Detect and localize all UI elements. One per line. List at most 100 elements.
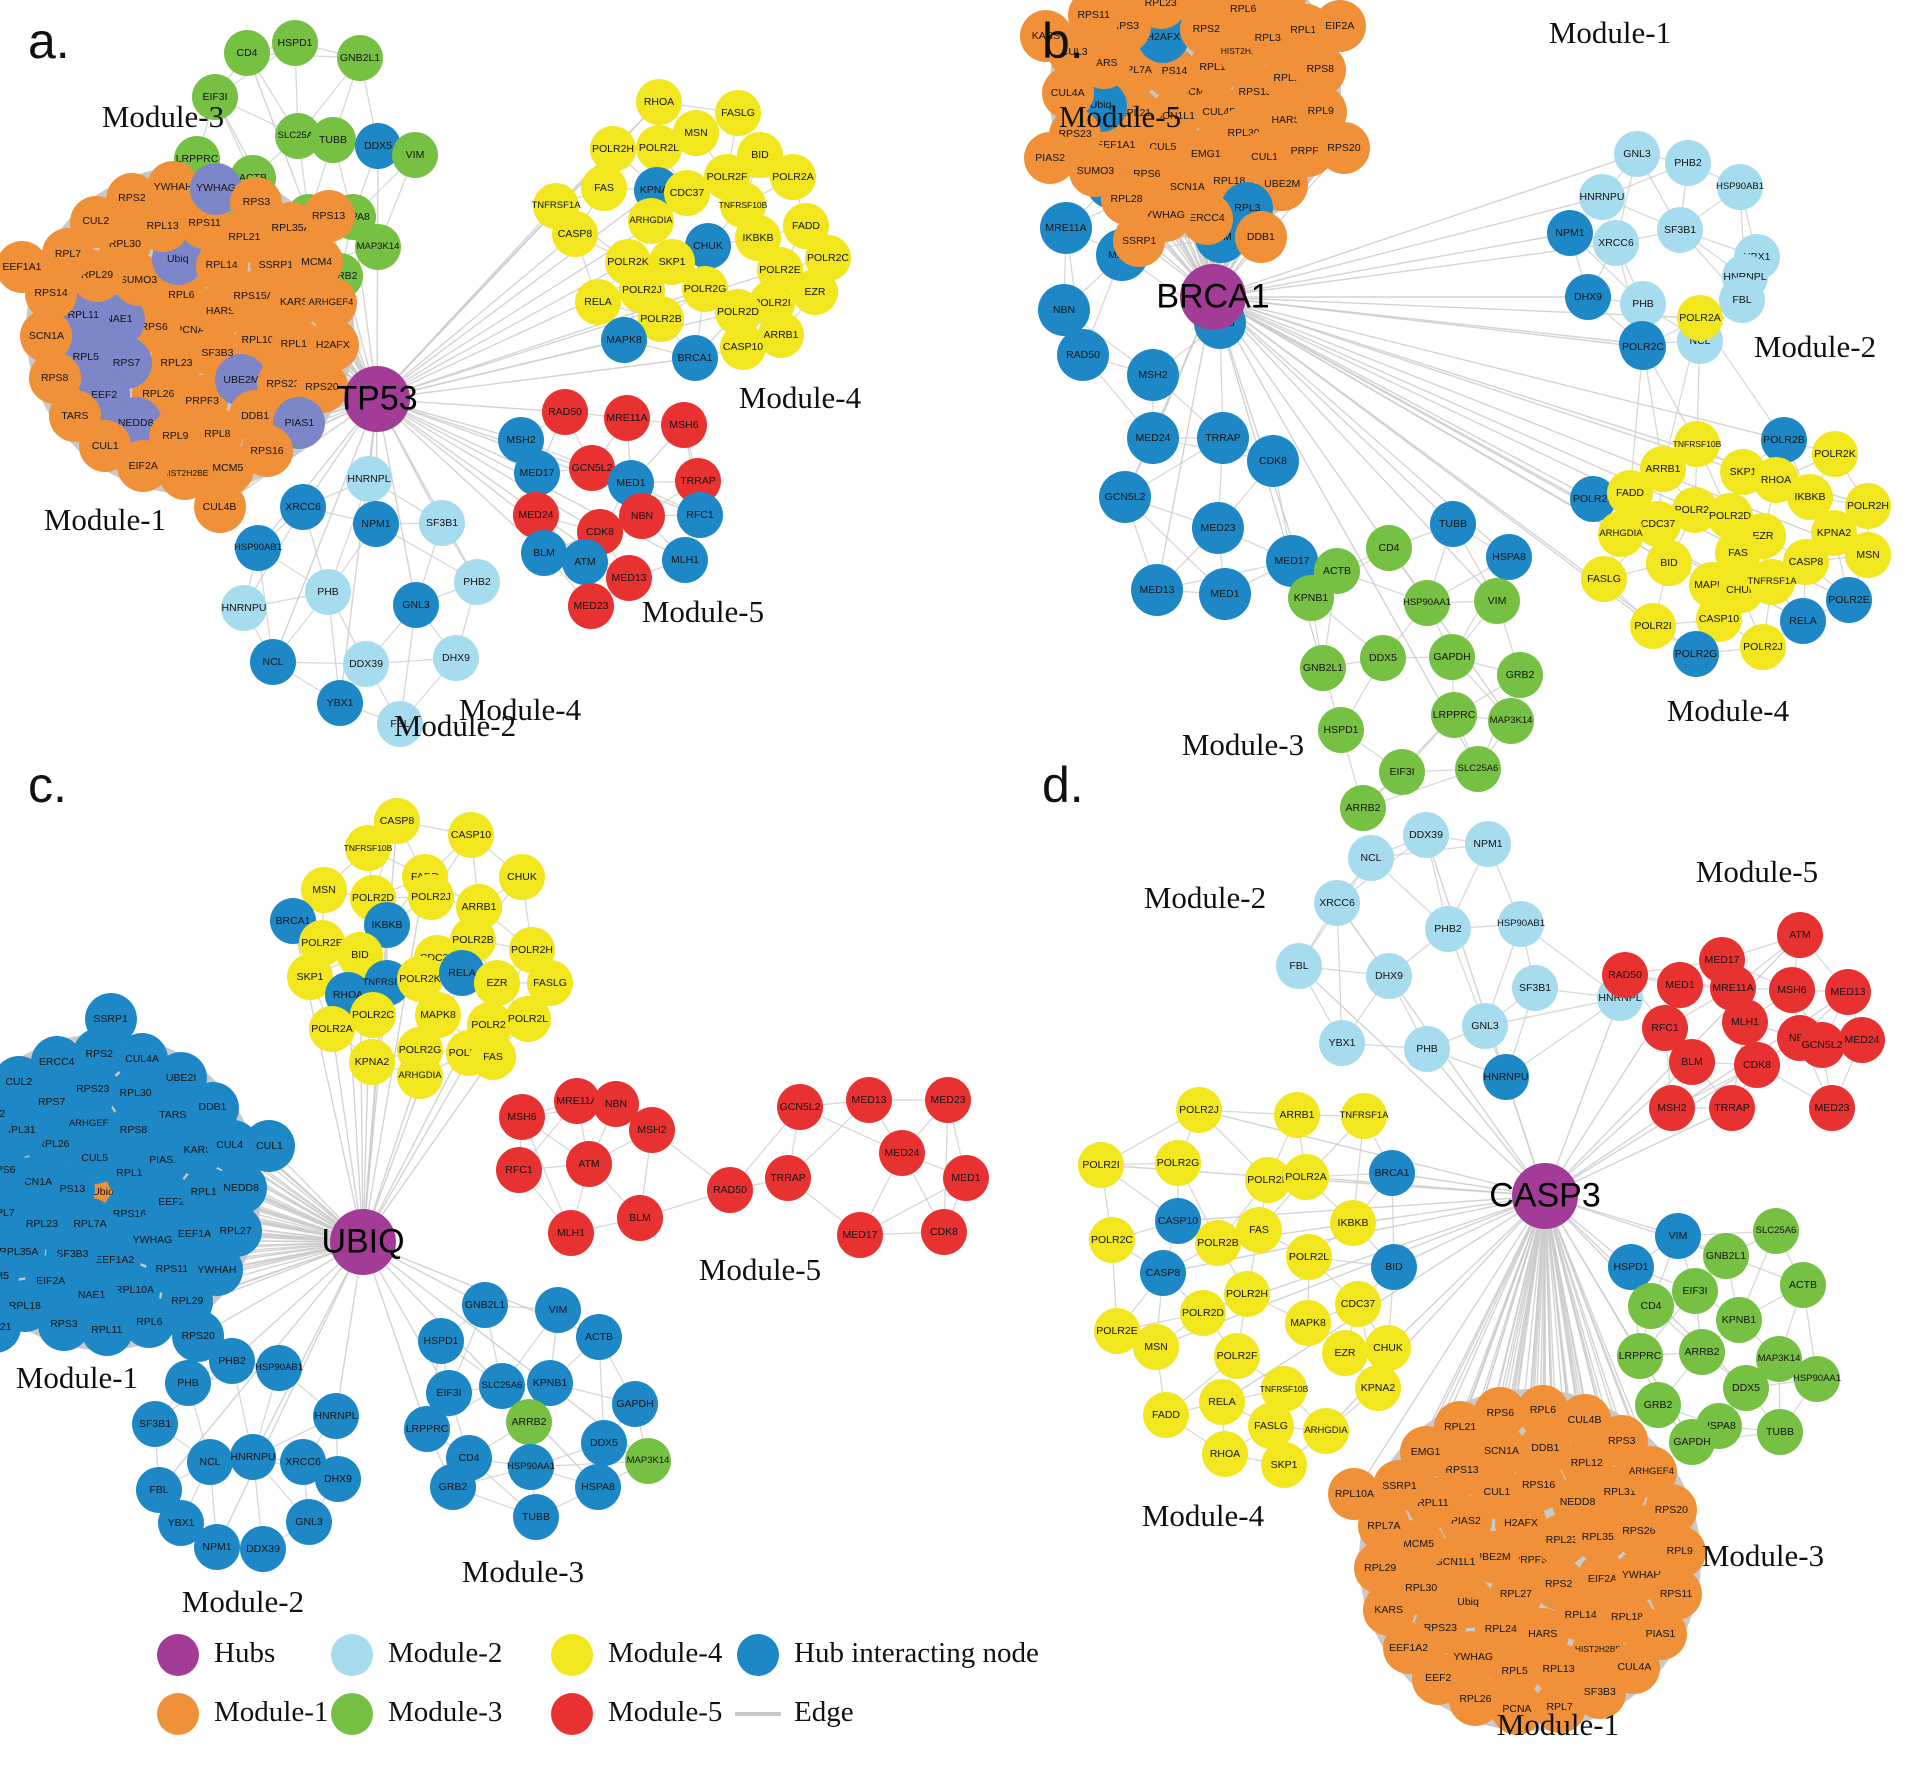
node-IKBKB[interactable]: IKBKB bbox=[1330, 1200, 1376, 1246]
node-POLR2L[interactable]: POLR2L bbox=[636, 125, 682, 171]
node-PHB[interactable]: PHB bbox=[165, 1360, 211, 1406]
node-TNFRSF1A[interactable]: TNFRSF1A bbox=[1339, 1093, 1389, 1139]
node-ATM[interactable]: ATM bbox=[562, 539, 608, 585]
node-GRB2[interactable]: GRB2 bbox=[430, 1464, 476, 1510]
node-VIM[interactable]: VIM bbox=[1474, 578, 1520, 624]
node-GNL3[interactable]: GNL3 bbox=[286, 1499, 332, 1545]
node-POLR2A[interactable]: POLR2A bbox=[1283, 1154, 1329, 1200]
node-MSH6[interactable]: MSH6 bbox=[661, 402, 707, 448]
node-SF3B1[interactable]: SF3B1 bbox=[1512, 965, 1558, 1011]
node-TARS[interactable]: TARS bbox=[48, 389, 101, 442]
node-MSH6[interactable]: MSH6 bbox=[499, 1094, 545, 1140]
node-ARHGDIA[interactable]: ARHGDIA bbox=[1598, 511, 1644, 557]
node-PCNA[interactable]: PCNA bbox=[1490, 1683, 1543, 1736]
node-MRE11A[interactable]: MRE11A bbox=[1040, 202, 1092, 254]
node-EIF3I[interactable]: EIF3I bbox=[1379, 749, 1425, 795]
node-FASLG[interactable]: FASLG bbox=[1248, 1403, 1294, 1449]
node-DHX9[interactable]: DHX9 bbox=[1366, 953, 1412, 999]
node-POLR2A[interactable]: POLR2A bbox=[309, 1006, 355, 1052]
node-TUBB[interactable]: TUBB bbox=[513, 1494, 559, 1540]
node-MED1[interactable]: MED1 bbox=[943, 1155, 989, 1201]
node-EZR[interactable]: EZR bbox=[792, 269, 838, 315]
node-RHOA[interactable]: RHOA bbox=[636, 79, 682, 125]
node-HSP90AB1[interactable]: HSP90AB1 bbox=[234, 525, 282, 571]
node-POLR2I[interactable]: POLR2I bbox=[1630, 603, 1676, 649]
node-CUL4B[interactable]: CUL4B bbox=[1558, 1394, 1611, 1447]
node-HSPA8[interactable]: HSPA8 bbox=[1486, 534, 1532, 580]
node-ARHGDIA[interactable]: ARHGDIA bbox=[1303, 1408, 1349, 1454]
node-MLH1[interactable]: MLH1 bbox=[662, 537, 708, 583]
node-GNB2L1[interactable]: GNB2L1 bbox=[1300, 645, 1346, 691]
node-SF3B1[interactable]: SF3B1 bbox=[1657, 207, 1703, 253]
node-DDX5[interactable]: DDX5 bbox=[581, 1420, 627, 1466]
node-SF3B1[interactable]: SF3B1 bbox=[132, 1401, 178, 1447]
node-POLR2L[interactable]: POLR2L bbox=[505, 996, 551, 1042]
node-CHUK[interactable]: CHUK bbox=[499, 854, 545, 900]
node-HNRNPU[interactable]: HNRNPU bbox=[230, 1434, 276, 1480]
node-GCN5L2[interactable]: GCN5L2 bbox=[1799, 1022, 1845, 1068]
node-HSP90AB1[interactable]: HSP90AB1 bbox=[1716, 164, 1764, 210]
node-RELA[interactable]: RELA bbox=[575, 279, 621, 325]
node-MAPK8[interactable]: MAPK8 bbox=[601, 317, 647, 363]
node-FBL[interactable]: FBL bbox=[377, 701, 423, 747]
node-KPNA2[interactable]: KPNA2 bbox=[1355, 1365, 1401, 1411]
node-MED24[interactable]: MED24 bbox=[1127, 412, 1179, 464]
node-VIM[interactable]: VIM bbox=[392, 132, 438, 178]
node-ARRB2[interactable]: ARRB2 bbox=[1340, 785, 1386, 831]
node-TUBB[interactable]: TUBB bbox=[310, 117, 356, 163]
node-KARS[interactable]: KARS bbox=[1020, 10, 1073, 63]
node-YBX1[interactable]: YBX1 bbox=[1319, 1020, 1365, 1066]
node-EEF1A2[interactable]: EEF1A2 bbox=[1382, 1622, 1435, 1675]
node-POLR2H[interactable]: POLR2H bbox=[590, 126, 636, 172]
node-MLH1[interactable]: MLH1 bbox=[1722, 999, 1768, 1045]
node-BRCA1[interactable]: BRCA1 bbox=[1369, 1150, 1415, 1196]
node-PHB2[interactable]: PHB2 bbox=[454, 559, 500, 605]
node-PHB2[interactable]: PHB2 bbox=[1665, 140, 1711, 186]
node-FASLG[interactable]: FASLG bbox=[1581, 556, 1627, 602]
node-POLR2G[interactable]: POLR2G bbox=[1673, 631, 1719, 677]
node-CUL1[interactable]: CUL1 bbox=[243, 1119, 296, 1172]
node-MSN[interactable]: MSN bbox=[1845, 532, 1891, 578]
node-EZR[interactable]: EZR bbox=[474, 960, 520, 1006]
node-DDX5[interactable]: DDX5 bbox=[1723, 1365, 1769, 1411]
node-FADD[interactable]: FADD bbox=[1143, 1392, 1189, 1438]
node-FAS[interactable]: FAS bbox=[470, 1034, 516, 1080]
node-VIM[interactable]: VIM bbox=[1655, 1213, 1701, 1259]
node-DDX39[interactable]: DDX39 bbox=[343, 641, 389, 687]
node-MED13[interactable]: MED13 bbox=[1131, 564, 1183, 616]
node-SF3B1[interactable]: SF3B1 bbox=[419, 500, 465, 546]
node-LRPPRC[interactable]: LRPPRC bbox=[1431, 692, 1477, 738]
node-POLR2E[interactable]: POLR2E bbox=[1094, 1308, 1140, 1354]
node-YBX1[interactable]: YBX1 bbox=[317, 680, 363, 726]
node-ATM[interactable]: ATM bbox=[566, 1141, 612, 1187]
node-MED1[interactable]: MED1 bbox=[1199, 568, 1251, 620]
node-POLR2G[interactable]: POLR2G bbox=[1155, 1140, 1201, 1186]
node-HSPD1[interactable]: HSPD1 bbox=[272, 20, 318, 66]
node-SSRP1[interactable]: SSRP1 bbox=[1373, 1460, 1426, 1513]
node-HSP90AA1[interactable]: HSP90AA1 bbox=[507, 1444, 555, 1490]
node-ACTB[interactable]: ACTB bbox=[576, 1314, 622, 1360]
node-MED23[interactable]: MED23 bbox=[1809, 1085, 1855, 1131]
node-POLR2E[interactable]: POLR2E bbox=[1826, 577, 1872, 623]
node-TRRAP[interactable]: TRRAP bbox=[1709, 1085, 1755, 1131]
node-MSH2[interactable]: MSH2 bbox=[1127, 349, 1179, 401]
node-PHB[interactable]: PHB bbox=[1620, 281, 1666, 327]
node-MRE11A[interactable]: MRE11A bbox=[604, 395, 650, 441]
node-BLM[interactable]: BLM bbox=[521, 530, 567, 576]
node-KPNB1[interactable]: KPNB1 bbox=[527, 1360, 573, 1406]
node-SSRP1[interactable]: SSRP1 bbox=[1113, 214, 1166, 267]
node-CDK8[interactable]: CDK8 bbox=[1247, 435, 1299, 487]
node-NCL[interactable]: NCL bbox=[250, 639, 296, 685]
node-TUBB[interactable]: TUBB bbox=[1757, 1409, 1803, 1455]
node-NPM1[interactable]: NPM1 bbox=[353, 501, 399, 547]
hub-node-UBIQ[interactable] bbox=[330, 1209, 396, 1275]
node-SLC25A6[interactable]: SLC25A6 bbox=[1455, 746, 1501, 792]
node-NBN[interactable]: NBN bbox=[1038, 284, 1090, 336]
node-MED13[interactable]: MED13 bbox=[846, 1077, 892, 1123]
node-CHUK[interactable]: CHUK bbox=[1365, 1325, 1411, 1371]
node-CDC37[interactable]: CDC37 bbox=[664, 170, 710, 216]
node-HSPD1[interactable]: HSPD1 bbox=[418, 1318, 464, 1364]
node-EEF1A1[interactable]: EEF1A1 bbox=[0, 241, 48, 294]
node-MAP3K14[interactable]: MAP3K14 bbox=[625, 1438, 671, 1484]
node-RPS13[interactable]: RPS13 bbox=[1176, 0, 1229, 23]
